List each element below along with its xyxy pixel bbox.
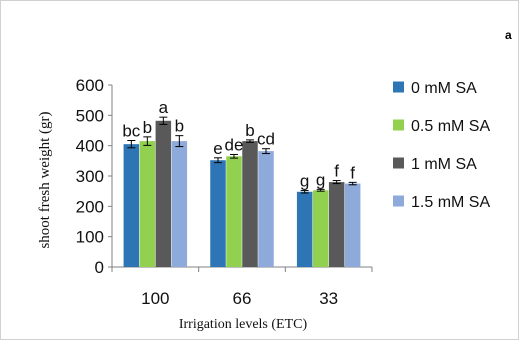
data-label: de: [225, 135, 244, 154]
data-label: f: [350, 163, 355, 182]
data-label: a: [159, 98, 169, 117]
y-tick-label: 300: [76, 167, 104, 186]
x-tick-label: 100: [141, 289, 169, 308]
x-tick-label: 66: [233, 289, 252, 308]
bar: [210, 160, 226, 267]
legend-swatch: [393, 119, 404, 131]
bar: [139, 141, 156, 267]
y-tick-label: 200: [76, 197, 104, 216]
bar: [258, 151, 274, 267]
y-axis: 0 100 200 300 400 500 600: [76, 76, 113, 277]
data-label: b: [175, 117, 184, 136]
bar: [123, 144, 140, 267]
y-tick-label: 100: [76, 228, 104, 247]
bar: [296, 191, 313, 267]
x-axis: 100 66 33: [111, 266, 373, 308]
legend-swatch: [393, 157, 404, 169]
bar: [242, 141, 258, 267]
data-label: b: [245, 121, 254, 140]
y-axis-title: shoot fresh weight (gr): [37, 111, 53, 248]
data-label: e: [213, 139, 222, 158]
data-label: g: [316, 170, 325, 189]
y-tick-label: 500: [76, 106, 104, 125]
x-tick-label: 33: [319, 289, 338, 308]
y-tick-label: 400: [76, 137, 104, 156]
legend: 0 mM SA 0.5 mM SA 1 mM SA 1.5 mM SA: [393, 80, 490, 211]
bar: [312, 190, 329, 267]
bar: [328, 182, 345, 267]
y-tick-label: 600: [76, 76, 104, 95]
data-label: g: [300, 172, 309, 191]
data-label: f: [334, 162, 339, 181]
legend-swatch: [393, 195, 404, 207]
bar: [226, 156, 242, 267]
data-label: b: [143, 118, 152, 137]
x-axis-title: Irrigation levels (ETC): [179, 317, 308, 332]
bar: [155, 120, 172, 267]
panel-letter: a: [505, 28, 512, 42]
legend-swatch: [393, 81, 404, 93]
y-tick-label: 0: [95, 258, 104, 277]
legend-entry: 1 mM SA: [411, 156, 477, 173]
legend-entry: 0.5 mM SA: [411, 118, 490, 135]
bar: [344, 183, 361, 267]
bar: [171, 141, 188, 267]
legend-entry: 1.5 mM SA: [411, 194, 490, 211]
bars: [123, 116, 361, 267]
legend-entry: 0 mM SA: [411, 80, 477, 97]
data-label: cd: [257, 130, 275, 149]
data-label: bc: [122, 122, 140, 141]
